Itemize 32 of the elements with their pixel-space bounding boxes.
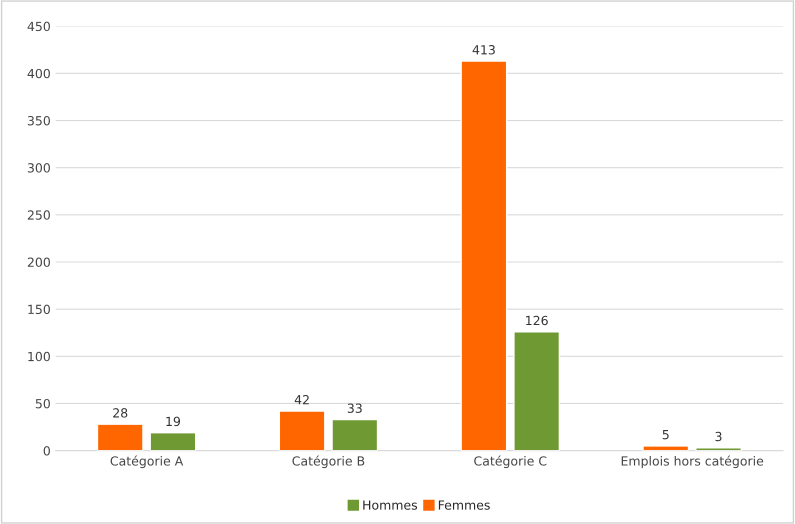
y-tick-label: 50 [36,398,50,408]
bar [695,447,742,451]
bar [642,445,690,451]
y-tick-label: 450 [28,22,50,32]
data-label: 42 [294,394,309,404]
bar [331,418,378,451]
bar [150,432,196,451]
legend-label: Hommes [363,500,418,510]
data-label: 126 [526,316,548,326]
y-tick-label: 200 [28,257,50,267]
data-label: 28 [113,408,128,418]
y-tick-label: 150 [28,304,50,314]
bar [513,331,560,451]
x-tick-label: Catégorie B [292,456,364,468]
y-tick-label: 0 [44,446,50,456]
x-tick-label: Catégorie C [474,456,546,468]
y-tick-label: 300 [28,163,50,173]
y-tick-label: 400 [28,68,50,78]
y-tick-label: 100 [28,352,50,362]
x-tick-label: Emplois hors catégorie [622,456,764,468]
x-tick-label: Catégorie A [110,456,184,468]
y-tick-label: 350 [28,116,50,126]
data-label: 3 [715,432,722,442]
data-label: 33 [348,403,362,413]
y-tick-label: 250 [28,210,50,220]
bar [96,424,144,451]
bar [460,60,508,451]
data-label: 5 [662,430,669,440]
data-label: 19 [166,416,180,426]
data-label: 413 [472,45,495,55]
legend-label: Femmes [438,500,490,510]
bar [278,410,326,451]
